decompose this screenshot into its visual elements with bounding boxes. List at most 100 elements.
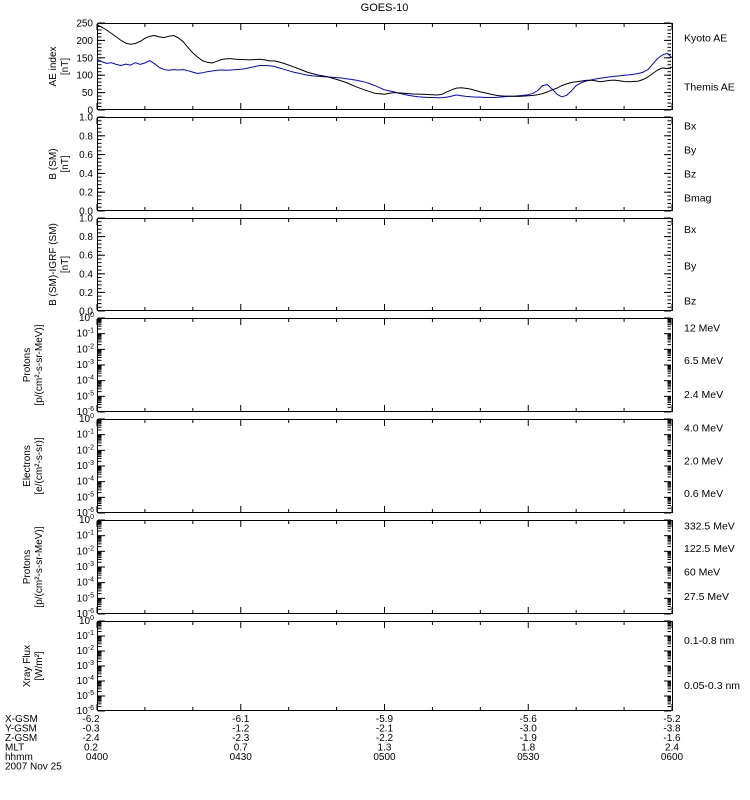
footer-value: -5.6	[520, 714, 538, 725]
y-tick-label: 10-1	[77, 429, 94, 441]
legend-bz: Bz	[684, 296, 696, 308]
y-tick-label: 100	[76, 71, 93, 82]
y-tick-label: 0.8	[79, 131, 93, 142]
footer-value: -1.6	[663, 733, 681, 744]
y-tick-label: 10-6	[77, 406, 94, 418]
y-tick-label: 10-5	[77, 592, 94, 604]
legend-by: By	[684, 144, 697, 156]
legend-60-mev: 60 MeV	[684, 567, 720, 579]
footer-value: -6.2	[82, 714, 100, 725]
y-tick-label: 10-5	[77, 690, 94, 702]
footer-row-label: hhmm	[5, 752, 33, 763]
panel-electrons: 100 10-1 10-2 10-3 10-4 10-5 10-6 Electrons [e/(…	[22, 413, 723, 519]
y-tick-label: 150	[76, 53, 93, 64]
panel-xray-flux: 100 10-1 10-2 10-3 10-4 10-5 10-6 Xray Flux [W/m…	[22, 615, 740, 717]
panel-frame	[97, 23, 673, 110]
y-tick-label: 10-6	[77, 705, 94, 717]
y-axis-label-line1: B (SM)	[48, 148, 59, 179]
footer-value: -5.2	[663, 714, 681, 725]
y-tick-label: 10-6	[77, 507, 94, 519]
panel-protons-low-energy: 100 10-1 10-2 10-3 10-4 10-5 10-6 Protons [p/(cm…	[22, 312, 723, 418]
y-axis-label-line1: Protons	[22, 348, 33, 382]
y-tick-label: 10-4	[77, 375, 94, 387]
y-axis-label-line2: [nT]	[60, 58, 71, 75]
y-axis-label-line1: B (SM)-IGRF (SM)	[48, 223, 59, 306]
y-tick-label: 250	[76, 19, 93, 30]
footer-value: -1.9	[520, 733, 538, 744]
y-tick-label: 200	[76, 36, 93, 47]
y-tick-label: 10-3	[77, 460, 94, 472]
y-tick-label: 100	[79, 312, 94, 324]
y-axis-label-line2: [p/(cm²-s-sr-MeV)]	[34, 324, 45, 405]
y-tick-label: 10-4	[77, 476, 94, 488]
y-tick-label: 1.0	[79, 113, 93, 124]
legend-4.0-mev: 4.0 MeV	[684, 422, 723, 434]
y-axis-label-line2: [W/m²]	[34, 651, 45, 681]
panel-frame	[97, 520, 673, 614]
y-tick-label: 0	[87, 106, 93, 117]
legend-27.5-mev: 27.5 MeV	[684, 591, 729, 603]
legend-kyoto-ae: Kyoto AE	[684, 33, 727, 45]
y-tick-label: 10-3	[77, 561, 94, 573]
panel-frame	[97, 117, 673, 211]
legend-2.0-mev: 2.0 MeV	[684, 455, 723, 467]
footer-value: 1.8	[521, 743, 535, 754]
panel-frame	[97, 218, 673, 311]
panel-frame	[97, 318, 673, 412]
footer-value: 0430	[230, 752, 253, 763]
y-tick-label: 0.0	[79, 307, 93, 318]
footer-row-label: Y-GSM	[5, 724, 37, 735]
footer-value: 0.2	[84, 743, 98, 754]
series-themis-ae	[96, 24, 673, 97]
footer-row-label: X-GSM	[5, 714, 38, 725]
footer-value: 0500	[373, 752, 396, 763]
footer-value: -2.2	[376, 733, 394, 744]
footer-value: 0.7	[234, 743, 248, 754]
y-tick-label: 10-6	[77, 608, 94, 620]
y-tick-label: 50	[82, 88, 94, 99]
footer-value: -2.4	[82, 733, 100, 744]
y-tick-label: 0.2	[79, 288, 93, 299]
legend-0.05-0.3-nm: 0.05-0.3 nm	[684, 680, 740, 692]
footer-value: -1.2	[232, 724, 250, 735]
footer-value: -2.1	[376, 724, 394, 735]
y-tick-label: 10-1	[77, 328, 94, 340]
footer-value: -2.3	[232, 733, 250, 744]
y-tick-label: 0.0	[79, 207, 93, 218]
legend-6.5-mev: 6.5 MeV	[684, 355, 723, 367]
legend-0.1-0.8-nm: 0.1-0.8 nm	[684, 635, 734, 647]
footer-value: -3.8	[663, 724, 681, 735]
y-tick-label: 10-2	[77, 545, 94, 557]
y-tick-label: 100	[79, 615, 94, 627]
y-axis-label-line1: Electrons	[22, 445, 33, 487]
series-kyoto-ae	[96, 52, 673, 99]
footer-value: 1.3	[378, 743, 392, 754]
y-tick-label: 0.2	[79, 188, 93, 199]
footer-row-label: MLT	[5, 743, 24, 754]
chart-title: GOES-10	[361, 2, 409, 14]
panel-frame	[97, 419, 673, 513]
panel-b-sm: 0.0 0.2 0.4 0.6 0.8 1.0 B (SM) [nT] Bx By Bz Bmag	[48, 113, 712, 218]
footer-value: 2.4	[665, 743, 679, 754]
y-tick-label: 0.4	[79, 169, 93, 180]
y-tick-label: 10-3	[77, 359, 94, 371]
legend-themis-ae: Themis AE	[684, 81, 735, 93]
y-tick-label: 10-4	[77, 577, 94, 589]
legend-0.6-mev: 0.6 MeV	[684, 488, 723, 500]
legend-122.5-mev: 122.5 MeV	[684, 543, 735, 555]
y-tick-label: 10-3	[77, 660, 94, 672]
y-tick-label: 10-5	[77, 390, 94, 402]
y-tick-label: 10-4	[77, 675, 94, 687]
y-axis-label-line1: Protons	[22, 550, 33, 584]
legend-bx: Bx	[684, 224, 697, 236]
legend-bmag: Bmag	[684, 192, 712, 204]
panel-frame	[97, 621, 673, 711]
footer-value: -5.9	[376, 714, 394, 725]
panel-b-sm-igrf: 0.0 0.2 0.4 0.6 0.8 1.0 B (SM)-IGRF (SM) [nT] Bx…	[48, 214, 697, 318]
footer-date: 2007 Nov 25	[5, 762, 62, 773]
y-tick-label: 1.0	[79, 214, 93, 225]
panel-protons-high-energy: 100 10-1 10-2 10-3 10-4 10-5 10-6 Protons [p/(cm…	[22, 514, 735, 620]
y-tick-label: 0.6	[79, 150, 93, 161]
legend-by: By	[684, 260, 697, 272]
